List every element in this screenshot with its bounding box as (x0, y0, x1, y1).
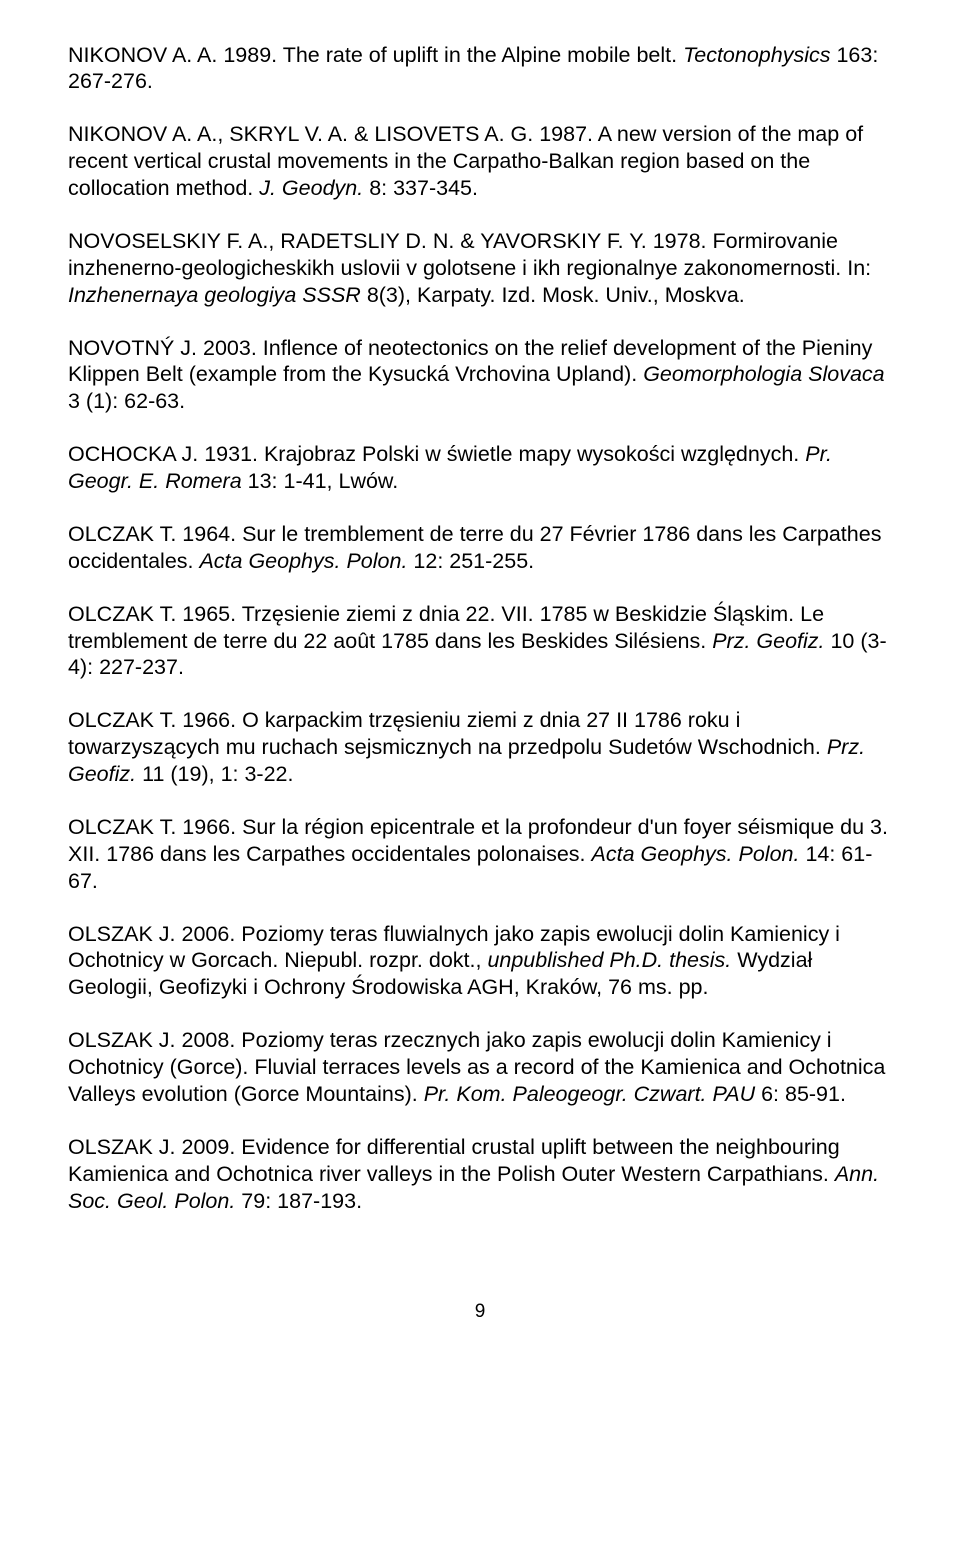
reference-text: 8: 337-345. (363, 176, 478, 200)
reference-entry: NIKONOV A. A., SKRYL V. A. & LISOVETS A.… (68, 121, 892, 202)
reference-source: Inzhenernaya geologiya SSSR (68, 283, 361, 307)
reference-entry: OLSZAK J. 2006. Poziomy teras fluwialnyc… (68, 921, 892, 1002)
reference-source: unpublished Ph.D. thesis. (487, 948, 731, 972)
reference-entry: OLCZAK T. 1966. Sur la région epicentral… (68, 814, 892, 895)
reference-text: OLCZAK T. 1965. Trzęsienie ziemi z dnia … (68, 602, 824, 653)
reference-entry: OLSZAK J. 2008. Poziomy teras rzecznych … (68, 1027, 892, 1108)
reference-text: 79: 187-193. (235, 1189, 362, 1213)
reference-text: 3 (1): 62-63. (68, 389, 185, 413)
reference-text: 13: 1-41, Lwów. (242, 469, 399, 493)
page-number: 9 (68, 1240, 892, 1324)
reference-source: Geomorphologia Slovaca (643, 362, 884, 386)
reference-entry: OLSZAK J. 2009. Evidence for differentia… (68, 1134, 892, 1215)
reference-source: J. Geodyn. (259, 176, 363, 200)
reference-source: Acta Geophys. Polon. (199, 549, 407, 573)
reference-source: Pr. Kom. Paleogeogr. Czwart. PAU (424, 1082, 755, 1106)
reference-text: 11 (19), 1: 3-22. (136, 762, 293, 786)
reference-text: NIKONOV A. A. 1989. The rate of uplift i… (68, 43, 683, 67)
reference-entry: OCHOCKA J. 1931. Krajobraz Polski w świe… (68, 441, 892, 495)
reference-text: OLSZAK J. 2009. Evidence for differentia… (68, 1135, 840, 1186)
reference-entry: NOVOSELSKIY F. A., RADETSLIY D. N. & YAV… (68, 228, 892, 309)
document-page: NIKONOV A. A. 1989. The rate of uplift i… (0, 0, 960, 1364)
reference-source: Tectonophysics (683, 43, 830, 67)
reference-text: NOVOSELSKIY F. A., RADETSLIY D. N. & YAV… (68, 229, 871, 280)
reference-entry: NOVOTNÝ J. 2003. Inflence of neotectonic… (68, 335, 892, 416)
reference-entry: NIKONOV A. A. 1989. The rate of uplift i… (68, 42, 892, 96)
reference-text: 8(3), Karpaty. Izd. Mosk. Univ., Moskva. (361, 283, 745, 307)
reference-text: 6: 85-91. (755, 1082, 846, 1106)
reference-entry: OLCZAK T. 1966. O karpackim trzęsieniu z… (68, 707, 892, 788)
reference-entry: OLCZAK T. 1965. Trzęsienie ziemi z dnia … (68, 601, 892, 682)
reference-entry: OLCZAK T. 1964. Sur le tremblement de te… (68, 521, 892, 575)
references-list: NIKONOV A. A. 1989. The rate of uplift i… (68, 42, 892, 1215)
reference-source: Acta Geophys. Polon. (592, 842, 800, 866)
reference-source: Prz. Geofiz. (712, 629, 824, 653)
reference-text: OLCZAK T. 1966. O karpackim trzęsieniu z… (68, 708, 827, 759)
reference-text: 12: 251-255. (407, 549, 534, 573)
reference-text: OCHOCKA J. 1931. Krajobraz Polski w świe… (68, 442, 805, 466)
